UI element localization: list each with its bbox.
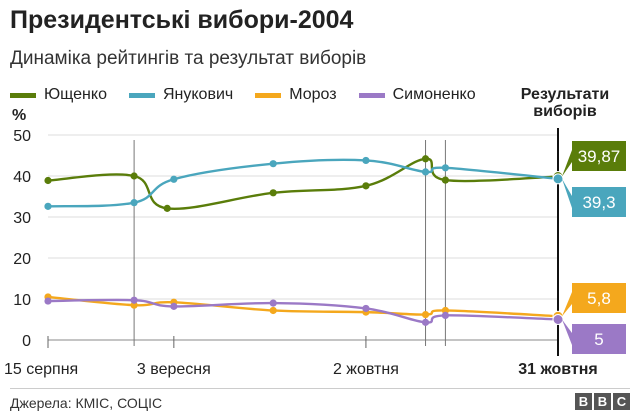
y-axis-label: % (12, 107, 26, 124)
chart-title: Президентські вибори-2004 (10, 6, 354, 34)
legend-item: Ющенко (10, 86, 107, 104)
legend: Ющенко Янукович Мороз Симоненко (10, 86, 498, 104)
data-point (130, 199, 138, 207)
result-value-label: 5 (594, 330, 603, 349)
data-point (130, 296, 138, 304)
data-point (421, 168, 430, 176)
data-point (552, 314, 564, 325)
data-point (44, 202, 52, 210)
result-callout (572, 187, 626, 217)
source-note: Джерела: КМІС, СОЦІС (10, 395, 163, 411)
x-tick-label: 31 жовтня (518, 361, 597, 378)
results-label: Результати виборів (494, 86, 636, 120)
data-point (170, 175, 178, 183)
data-point (441, 176, 450, 184)
data-point (441, 164, 450, 172)
legend-label: Янукович (162, 86, 234, 103)
footer-divider (10, 388, 630, 389)
data-point (269, 189, 277, 197)
data-point (421, 318, 430, 326)
legend-label: Ющенко (44, 86, 107, 103)
x-tick-label: 2 жовтня (333, 361, 399, 378)
callout-pointer (562, 150, 572, 177)
data-point (441, 306, 450, 315)
data-point (362, 182, 370, 190)
data-point (269, 160, 277, 168)
series-line (47, 157, 559, 210)
data-point (44, 176, 52, 185)
data-point (170, 302, 178, 310)
legend-label: Мороз (289, 86, 337, 103)
result-value-label: 39,87 (578, 147, 621, 166)
y-tick-label: 20 (13, 251, 31, 268)
result-callout (572, 141, 626, 171)
bbc-logo-letter: B (594, 393, 611, 410)
bbc-logo-letter: C (613, 393, 630, 410)
legend-swatch (10, 92, 36, 98)
callout-pointer (562, 319, 572, 345)
result-value-label: 5,8 (587, 289, 611, 308)
y-tick-label: 50 (13, 128, 31, 145)
bbc-logo-letter: B (575, 393, 592, 410)
bbc-logo: B B C (575, 393, 630, 410)
y-tick-label: 30 (13, 210, 31, 227)
data-point (552, 173, 564, 185)
results-label-line: виборів (533, 103, 597, 120)
legend-item: Янукович (128, 86, 234, 104)
data-point (130, 301, 138, 309)
legend-label: Симоненко (392, 86, 476, 103)
data-point (130, 172, 138, 180)
callout-pointer (562, 292, 572, 317)
legend-swatch (128, 92, 155, 98)
result-value-label: 39,3 (582, 193, 615, 212)
data-point (441, 311, 450, 319)
y-tick-label: 40 (13, 169, 31, 186)
y-tick-label: 10 (13, 292, 31, 309)
chart-subtitle: Динаміка рейтингів та результат виборів (10, 48, 367, 69)
data-point (269, 306, 277, 315)
legend-swatch (358, 92, 385, 98)
data-point (163, 204, 171, 212)
data-point (362, 156, 370, 165)
data-point (362, 304, 370, 313)
result-callout (572, 283, 626, 313)
result-callout (572, 324, 626, 354)
data-point (44, 297, 52, 305)
data-point (421, 310, 430, 319)
legend-item: Симоненко (358, 86, 476, 104)
legend-swatch (255, 92, 282, 98)
x-tick-label: 15 серпня (4, 361, 78, 378)
data-point (269, 299, 277, 307)
legend-item: Мороз (255, 86, 337, 104)
data-point (421, 155, 430, 163)
results-label-line: Результати (520, 86, 610, 103)
x-tick-label: 3 вересня (137, 361, 211, 378)
callout-pointer (562, 178, 572, 208)
y-tick-label: 0 (22, 333, 31, 350)
series-line (47, 158, 559, 208)
